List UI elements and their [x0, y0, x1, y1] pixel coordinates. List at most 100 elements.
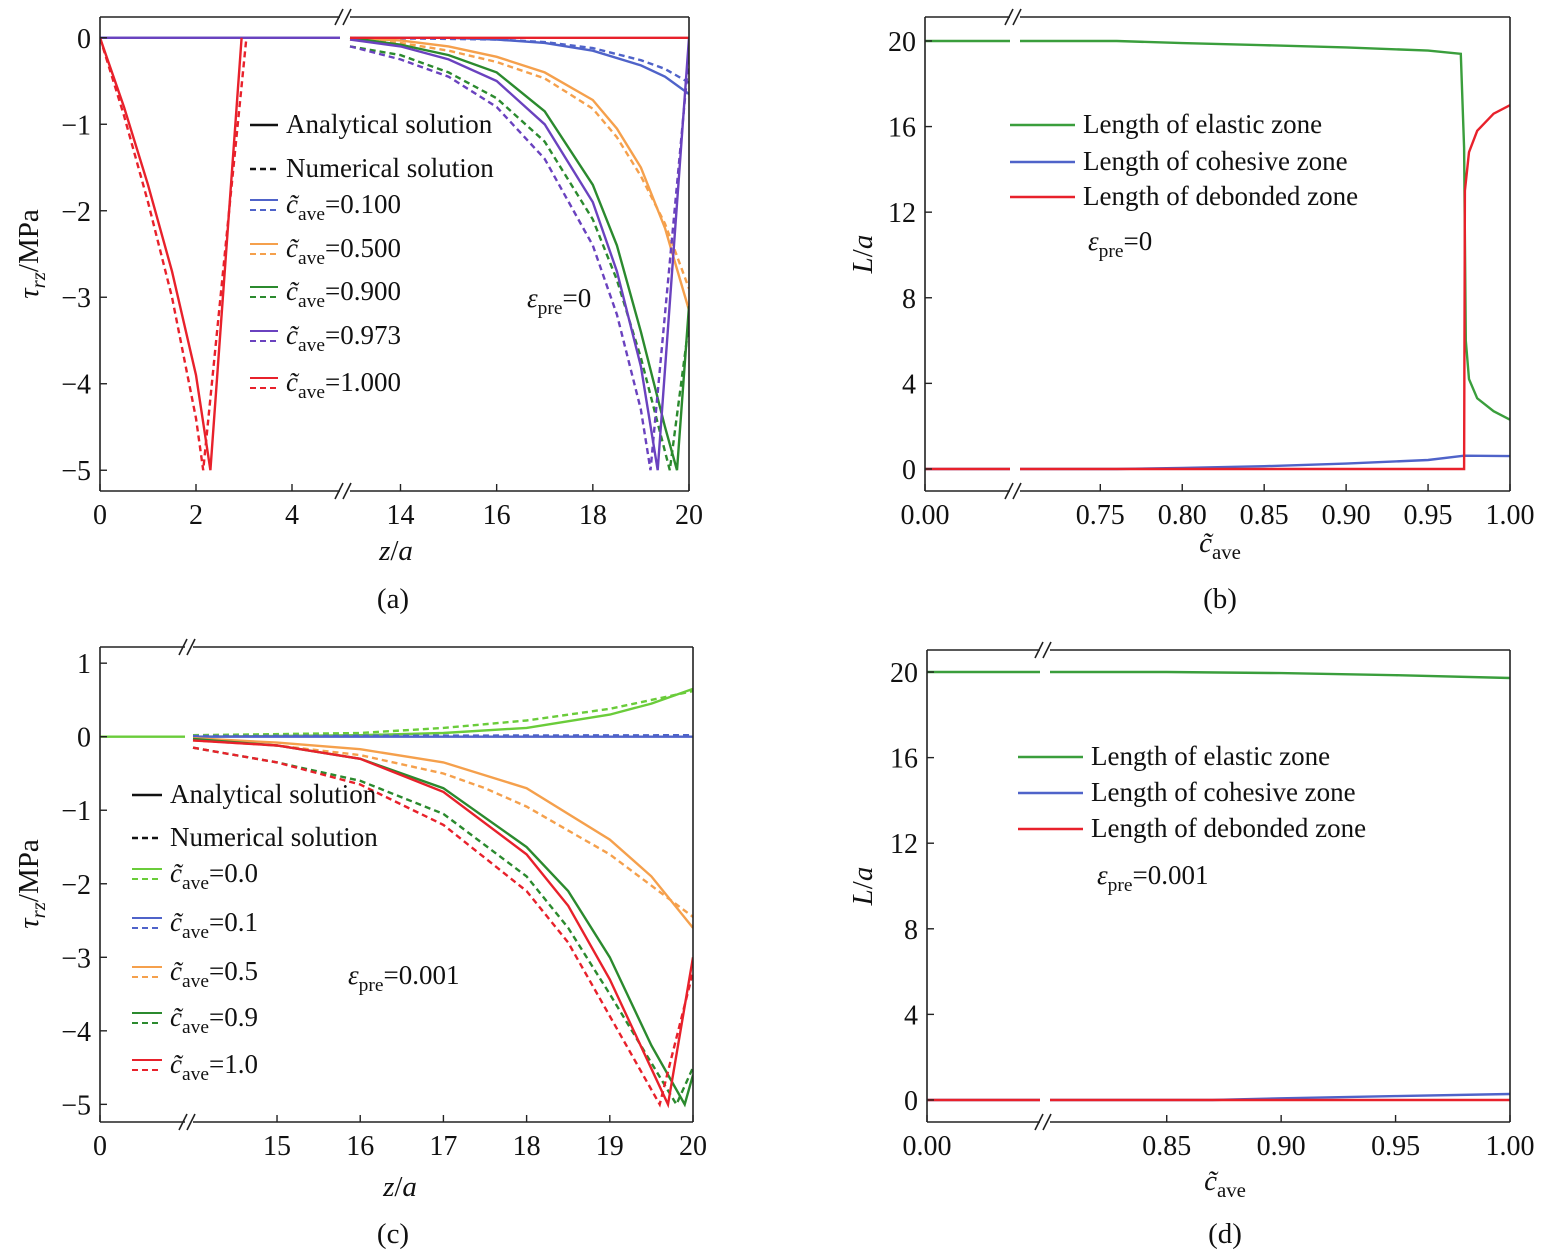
y-tick-label: 0: [77, 723, 91, 754]
y-axis-label: L/a: [847, 867, 879, 907]
legend-entry-label-part: Length of debonded zone: [1091, 813, 1366, 843]
series-0.0-solid-line: [192, 687, 693, 738]
legend-entry-label-part: =0.100: [325, 189, 401, 219]
legend-entry-label: c̃ave=0.100: [286, 189, 401, 225]
legend-entry-label-part: =0.9: [209, 1002, 258, 1032]
series-1.0-solid-line: [192, 739, 693, 1109]
legend-entry-label-part: ave: [182, 1064, 209, 1085]
y-axis-label-part: rz: [26, 272, 50, 288]
y-axis-label-part: τ: [13, 287, 45, 299]
legend-entry-label-part: ave: [182, 922, 209, 943]
legend-entry-label-part: ave: [182, 873, 209, 894]
y-tick-label-part: 12: [890, 829, 918, 860]
x-tick-label-part: 1.00: [1486, 1131, 1535, 1162]
legend-entry-label-part: c̃: [286, 320, 300, 350]
x-tick-label: 1.00: [1486, 1131, 1535, 1162]
x-tick-label-part: 0.85: [1142, 1131, 1191, 1162]
y-tick-label-part: 20: [890, 658, 918, 689]
legend-entry-label-part: c̃: [170, 907, 184, 937]
x-tick-label: 0.85: [1240, 500, 1289, 531]
legend-entry-label-part: ave: [298, 291, 325, 312]
legend-analytical-label-part: Analytical solution: [170, 779, 377, 809]
y-tick-label-part: −5: [61, 456, 91, 487]
axis-break-mark: [334, 8, 352, 26]
x-tick-label: 15: [263, 1131, 291, 1162]
y-tick-label: −4: [61, 370, 91, 401]
x-axis-label: z/a: [382, 1171, 417, 1203]
x-axis-label-part: a: [398, 535, 413, 567]
y-axis-label: τrz/MPa: [13, 209, 50, 299]
x-tick-label: 0.80: [1158, 500, 1207, 531]
y-axis-label-part: L: [847, 889, 879, 906]
legend-entry-label-part: c̃: [170, 1049, 184, 1079]
y-axis-label-part: a: [847, 235, 879, 250]
legend-numerical-label: Numerical solution: [170, 822, 378, 852]
x-axis-label-part: /: [390, 535, 399, 567]
series-1.000-solid-line: [100, 37, 243, 471]
x-tick-label-part: 0.90: [1257, 1131, 1306, 1162]
legend-entry-label: c̃ave=0.1: [170, 907, 258, 943]
epsilon-pre-annotation-part: ε: [1088, 226, 1099, 256]
x-tick-label-part: 16: [346, 1131, 374, 1162]
legend-entry-label: c̃ave=1.000: [286, 367, 401, 403]
y-axis-label-part: τ: [13, 917, 45, 929]
x-tick-label-part: 0.85: [1240, 500, 1289, 531]
x-axis-label: c̃ave: [1199, 527, 1241, 564]
y-tick-label-part: 0: [902, 455, 916, 486]
series-cohesive-solid-line: [1020, 454, 1510, 471]
legend-entry-label-part: c̃: [286, 276, 300, 306]
axis-break-mark: [334, 482, 352, 500]
panel-caption: (c): [377, 1218, 409, 1250]
x-tick-label-part: 19: [596, 1131, 624, 1162]
x-axis-label-part: ave: [1212, 540, 1241, 564]
x-tick-label-part: 1.00: [1486, 500, 1535, 531]
panel-caption: (a): [377, 583, 409, 615]
y-tick-label-part: −5: [61, 1090, 91, 1121]
x-tick-label-part: 18: [579, 500, 607, 531]
epsilon-pre-annotation: εpre=0.001: [1097, 860, 1208, 896]
legend-entry-label: c̃ave=0.0: [170, 858, 258, 894]
legend-entry-label-part: ave: [182, 971, 209, 992]
y-tick-label-part: 0: [77, 723, 91, 754]
x-axis-label: z/a: [378, 535, 413, 567]
x-tick-label: 16: [346, 1131, 374, 1162]
y-tick-label: −3: [61, 283, 91, 314]
x-tick-label: 0.95: [1404, 500, 1453, 531]
y-tick-label: 12: [890, 829, 918, 860]
y-tick-label-part: 16: [890, 744, 918, 775]
series-0.5-dashed-line: [192, 739, 693, 918]
x-tick-label: 0.90: [1322, 500, 1371, 531]
legend-entry-label-part: c̃: [286, 367, 300, 397]
legend-numerical-label-part: Numerical solution: [170, 822, 378, 852]
legend-analytical-label-part: Analytical solution: [286, 109, 493, 139]
legend-entry-label-part: =0.900: [325, 276, 401, 306]
y-axis-label: τrz/MPa: [13, 839, 50, 929]
x-tick-label: 20: [675, 500, 703, 531]
y-tick-label-part: −4: [61, 1017, 91, 1048]
x-tick-label-part: 15: [263, 1131, 291, 1162]
series-0.5-solid-line: [192, 737, 693, 929]
y-tick-label: 20: [890, 658, 918, 689]
series-0.973-solid-line: [349, 37, 689, 471]
x-tick-label-part: 0.90: [1322, 500, 1371, 531]
series-0.500-solid-line: [349, 36, 689, 311]
legend-entry-label-part: ave: [298, 204, 325, 225]
x-axis-label-part: z: [378, 535, 390, 567]
y-tick-label: −1: [61, 110, 91, 141]
epsilon-pre-annotation-part: pre: [538, 298, 563, 319]
legend-entry-label-part: ave: [298, 335, 325, 356]
x-tick-label: 0: [93, 1131, 107, 1162]
x-tick-label: 2: [189, 500, 203, 531]
x-tick-label-part: 20: [675, 500, 703, 531]
y-axis-label-part: a: [847, 867, 879, 882]
series-group: [925, 39, 1510, 471]
y-tick-label: 0: [77, 24, 91, 55]
y-axis-label-part: /: [847, 248, 879, 257]
panel-caption-part: (a): [377, 583, 409, 615]
epsilon-pre-annotation: εpre=0: [1088, 226, 1152, 262]
legend-entry-label: c̃ave=0.973: [286, 320, 401, 356]
legend-entry-label-part: =1.000: [325, 367, 401, 397]
y-tick-label: 1: [77, 649, 91, 680]
x-tick-label-part: 0.00: [903, 1131, 952, 1162]
epsilon-pre-annotation: εpre=0: [527, 283, 591, 319]
